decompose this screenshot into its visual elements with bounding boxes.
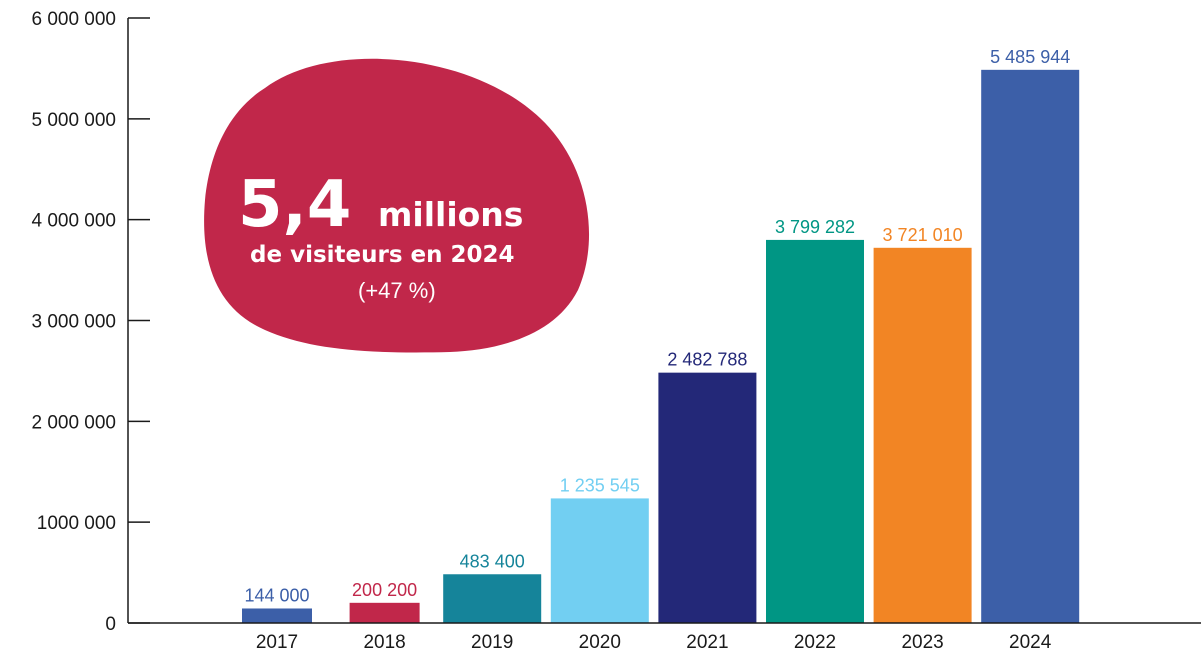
x-axis-labels: 2017 2018 2019 2020 2021 2022 2023 2024 [256, 632, 1052, 653]
callout-annotation: 5,4 millions de visiteurs en 2024 (+47 %… [204, 58, 590, 353]
bar-value-label: 3 721 010 [883, 225, 963, 245]
bar [766, 239, 864, 623]
bar [981, 69, 1080, 623]
bar-value-label: 3 799 282 [775, 217, 855, 237]
bars [242, 69, 1080, 623]
x-tick-label: 2024 [1009, 632, 1052, 653]
callout-blob [204, 58, 590, 353]
y-tick-label: 3 000 000 [31, 312, 116, 333]
y-axis: 0 1000 000 2 000 000 3 000 000 4 000 000 5 00… [31, 9, 150, 635]
callout-big-number: 5,4 [238, 168, 351, 242]
bar-value-label: 200 200 [352, 580, 417, 600]
x-tick-label: 2018 [363, 632, 405, 653]
callout-subtitle: de visiteurs en 2024 [250, 242, 515, 268]
callout-unit: millions [378, 195, 523, 234]
bar [349, 602, 420, 623]
y-tick-label: 1000 000 [37, 513, 116, 534]
x-tick-label: 2020 [579, 632, 621, 653]
bar-value-label: 1 235 545 [560, 475, 640, 495]
x-tick-label: 2021 [686, 632, 728, 653]
bar-value-label: 5 485 944 [990, 47, 1070, 67]
bar [658, 372, 757, 623]
bar [443, 574, 542, 623]
x-tick-label: 2017 [256, 632, 298, 653]
y-tick-label: 6 000 000 [31, 9, 116, 30]
x-tick-label: 2022 [794, 632, 836, 653]
y-tick-label: 4 000 000 [31, 211, 116, 232]
y-tick-label: 2 000 000 [31, 412, 116, 433]
y-tick-label: 0 [105, 614, 116, 635]
bar-value-label: 483 400 [460, 551, 525, 571]
bar [550, 498, 649, 623]
bar-value-label: 144 000 [244, 585, 309, 605]
callout-change: (+47 %) [358, 278, 436, 303]
bar [873, 247, 972, 623]
bar [242, 608, 312, 623]
bar-value-label: 2 482 788 [667, 350, 747, 370]
x-tick-label: 2019 [471, 632, 513, 653]
bar-value-labels: 144 000 200 200 483 400 1 235 545 2 482 788 3… [244, 47, 1070, 606]
y-tick-label: 5 000 000 [31, 110, 116, 131]
x-tick-label: 2023 [901, 632, 943, 653]
